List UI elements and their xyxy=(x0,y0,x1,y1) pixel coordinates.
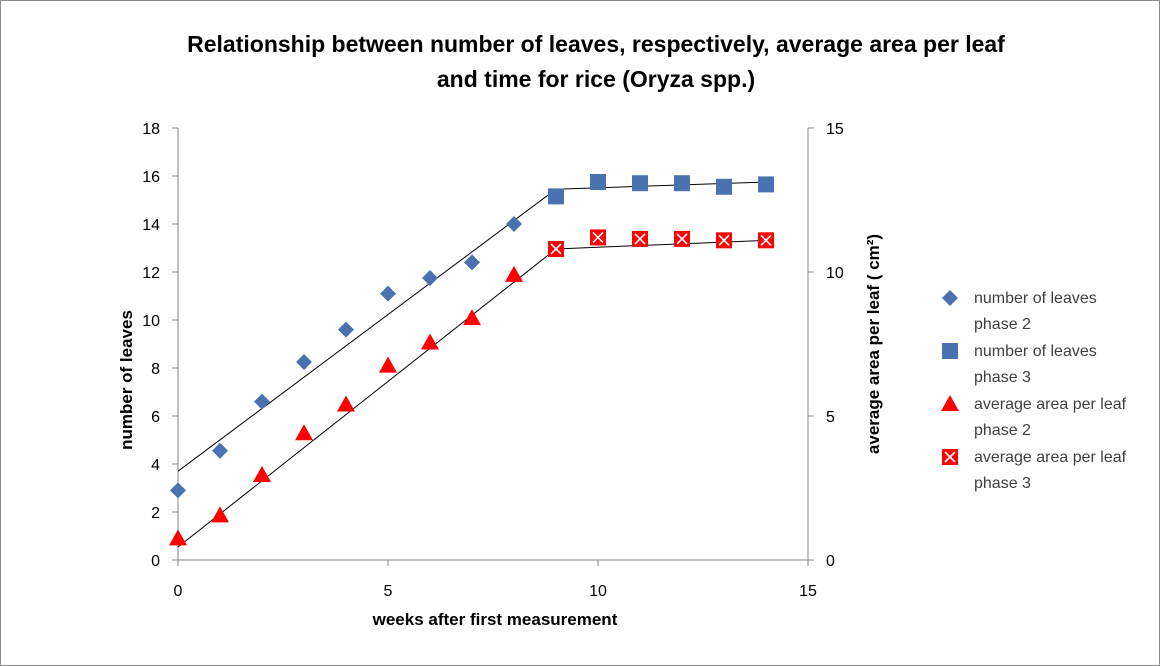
x-axis-title: weeks after first measurement xyxy=(372,610,618,629)
y-left-tick-label: 4 xyxy=(151,457,160,474)
trend-line xyxy=(177,188,557,472)
data-point-series-1 xyxy=(338,321,354,338)
data-point-series-3 xyxy=(169,529,187,546)
legend-label-line2: phase 2 xyxy=(974,422,1031,439)
data-point-series-4-cross xyxy=(676,233,688,245)
data-point-series-4-cross xyxy=(634,233,646,245)
data-point-series-3 xyxy=(211,506,229,523)
data-point-series-2 xyxy=(716,178,732,195)
data-point-series-3 xyxy=(463,309,481,326)
data-point-series-3 xyxy=(295,424,313,441)
data-point-series-4-cross xyxy=(592,231,604,244)
trend-line xyxy=(555,181,767,190)
data-point-series-4 xyxy=(632,230,648,247)
data-point-series-2 xyxy=(758,176,774,193)
legend-label-line1: number of leaves xyxy=(974,343,1097,360)
legend-marker-3 xyxy=(941,395,959,411)
data-point-series-2 xyxy=(632,175,648,192)
data-point-series-4 xyxy=(674,230,690,247)
data-point-series-3 xyxy=(505,265,523,282)
data-point-series-4-cross xyxy=(550,243,562,255)
y-right-axis-title: average area per leaf ( cm²) xyxy=(864,234,883,454)
data-point-series-2 xyxy=(674,175,690,192)
x-tick-label: 5 xyxy=(384,583,393,600)
data-point-series-2 xyxy=(590,174,606,190)
x-tick-label: 0 xyxy=(174,583,183,600)
chart-title-line1: Relationship between number of leaves, r… xyxy=(187,31,1005,57)
x-tick-label: 10 xyxy=(589,583,607,600)
legend-label-line2: phase 3 xyxy=(974,475,1031,492)
y-right-tick-label: 10 xyxy=(826,265,844,282)
axes: 0 5 10 15 0 2 4 6 8 10 12 14 16 18 0 5 10 15 xyxy=(142,121,844,600)
y-right-tick-label: 5 xyxy=(826,409,835,426)
data-point-series-1 xyxy=(254,393,270,410)
data-point-series-4-cross xyxy=(718,234,730,246)
data-point-series-4 xyxy=(758,232,774,249)
data-point-series-4-cross xyxy=(760,234,772,246)
data-point-series-1 xyxy=(212,442,228,459)
data-point-series-1 xyxy=(464,254,480,271)
data-point-series-1 xyxy=(422,270,438,286)
data-point-series-4 xyxy=(548,240,564,257)
y-left-tick-label: 8 xyxy=(151,361,160,378)
legend-marker-1 xyxy=(942,290,958,306)
legend-marker-4 xyxy=(942,449,958,465)
y-left-tick-label: 12 xyxy=(142,265,160,282)
data-point-series-1 xyxy=(506,216,522,232)
data-points xyxy=(169,174,774,546)
data-point-series-1 xyxy=(170,482,186,499)
y-left-tick-label: 10 xyxy=(142,313,160,330)
trend-line xyxy=(177,248,557,548)
y-left-axis-title: number of leaves xyxy=(117,310,136,450)
data-point-series-3 xyxy=(253,466,271,483)
legend-marker-2 xyxy=(942,343,958,359)
data-point-series-3 xyxy=(337,395,355,412)
chart-title-line2: and time for rice (Oryza spp.) xyxy=(437,66,755,92)
y-left-tick-label: 0 xyxy=(151,553,160,570)
legend-label-line2: phase 2 xyxy=(974,316,1031,333)
trend-line xyxy=(555,239,767,250)
data-point-series-3 xyxy=(421,333,439,350)
y-right-tick-label: 15 xyxy=(826,121,844,138)
data-point-series-3 xyxy=(379,356,397,373)
y-left-tick-label: 2 xyxy=(151,505,160,522)
legend-marker-4-cross xyxy=(944,451,956,463)
legend: number of leaves phase 2 number of leaves p… xyxy=(941,290,1127,492)
data-point-series-1 xyxy=(380,285,396,302)
y-left-tick-label: 6 xyxy=(151,409,160,426)
y-left-tick-label: 14 xyxy=(142,217,160,234)
data-point-series-1 xyxy=(296,354,312,370)
legend-label-line1: number of leaves xyxy=(974,290,1097,307)
y-left-tick-label: 18 xyxy=(142,121,160,138)
data-point-series-4 xyxy=(716,232,732,249)
legend-label-line1: average area per leaf xyxy=(974,449,1127,466)
y-left-tick-label: 16 xyxy=(142,169,160,186)
data-point-series-2 xyxy=(548,188,564,205)
legend-label-line2: phase 3 xyxy=(974,369,1031,386)
y-right-tick-label: 0 xyxy=(826,553,835,570)
legend-label-line1: average area per leaf xyxy=(974,396,1127,413)
x-tick-label: 15 xyxy=(799,583,817,600)
data-point-series-4 xyxy=(590,229,606,246)
